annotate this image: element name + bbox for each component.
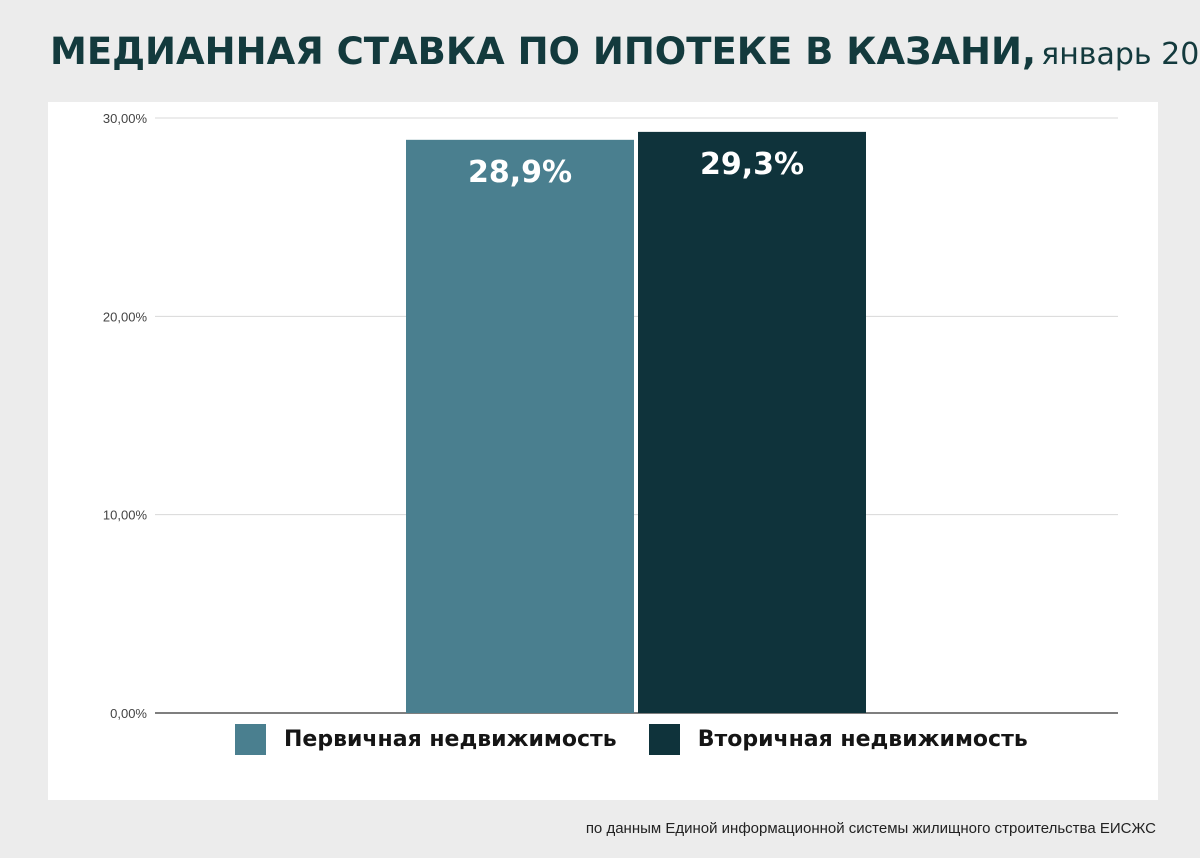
legend: Первичная недвижимость Вторичная недвижи…: [235, 724, 1060, 755]
legend-item-secondary: Вторичная недвижимость: [648, 724, 1028, 755]
y-tick-label: 20,00%: [103, 309, 148, 324]
source-footnote: по данным Единой информационной системы …: [585, 820, 1156, 837]
title-sub: январь 2025: [1041, 37, 1200, 72]
y-tick-label: 10,00%: [103, 508, 148, 523]
bar-secondary: [638, 131, 866, 714]
chart-title: МЕДИАННАЯ СТАВКА ПО ИПОТЕКЕ В КАЗАНИ, ян…: [50, 30, 1200, 73]
legend-label-secondary: Вторичная недвижимость: [697, 727, 1028, 752]
y-tick-label: 0,00%: [110, 706, 147, 721]
legend-item-primary: Первичная недвижимость: [235, 724, 617, 755]
data-label: 29,3%: [700, 147, 804, 182]
y-tick-label: 30,00%: [103, 111, 148, 126]
bar-primary: [406, 139, 634, 714]
title-main: МЕДИАННАЯ СТАВКА ПО ИПОТЕКЕ В КАЗАНИ,: [50, 30, 1037, 73]
data-label: 28,9%: [468, 155, 572, 190]
legend-swatch-primary: [235, 724, 266, 755]
legend-label-primary: Первичная недвижимость: [284, 727, 617, 752]
legend-swatch-secondary: [648, 724, 680, 755]
